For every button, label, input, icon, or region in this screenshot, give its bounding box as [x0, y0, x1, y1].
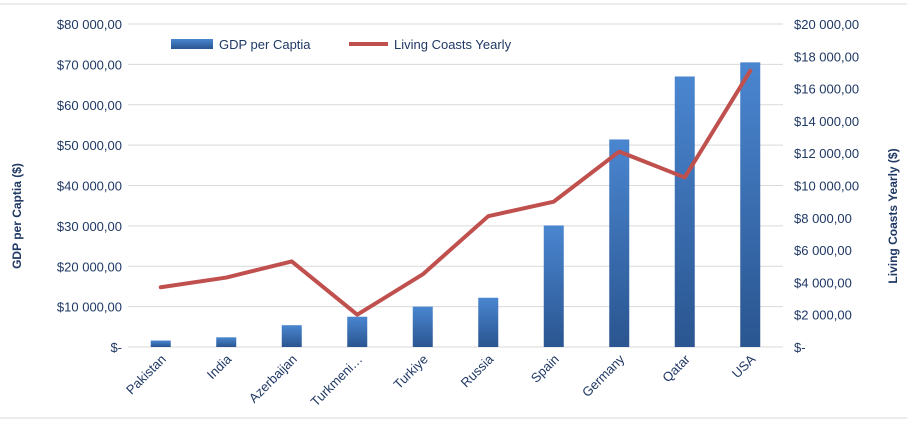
- left-tick-label: $60 000,00: [57, 98, 122, 113]
- bar: [478, 297, 499, 347]
- right-tick-label: $10 000,00: [794, 179, 859, 194]
- left-tick-label: $-: [110, 340, 122, 355]
- legend-swatch-bar: [171, 39, 213, 49]
- category-label: Turkmeni…: [308, 352, 366, 410]
- category-label: Pakistan: [123, 352, 169, 398]
- series-line: [158, 68, 753, 317]
- left-tick-label: $80 000,00: [57, 17, 122, 32]
- left-tick-label: $40 000,00: [57, 179, 122, 194]
- bar: [674, 76, 695, 348]
- bar: [412, 306, 433, 347]
- left-axis-ticks: $- $10 000,00 $20 000,00 $30 000,00 $40 000,…: [57, 17, 122, 355]
- right-tick-label: $4 000,00: [794, 275, 852, 290]
- legend-label-line: Living Coasts Yearly: [394, 37, 512, 52]
- line-series: [158, 68, 753, 317]
- right-axis-title: Living Coasts Yearly ($): [886, 148, 900, 283]
- left-tick-label: $20 000,00: [57, 259, 122, 274]
- bar: [543, 225, 564, 347]
- right-tick-label: $2 000,00: [794, 308, 852, 323]
- left-axis-title: GDP per Captia ($): [10, 163, 24, 269]
- bar: [216, 337, 237, 347]
- gridlines: [128, 23, 783, 348]
- left-tick-label: $10 000,00: [57, 300, 122, 315]
- bar: [150, 340, 171, 347]
- right-tick-label: $-: [794, 340, 806, 355]
- bar: [609, 139, 630, 347]
- right-tick-label: $18 000,00: [794, 49, 859, 64]
- category-label: Azerbaijan: [246, 352, 300, 406]
- category-label: Spain: [528, 352, 562, 386]
- category-label: Germany: [579, 351, 628, 400]
- bar: [347, 316, 368, 347]
- category-label: USA: [729, 351, 759, 381]
- right-tick-label: $16 000,00: [794, 82, 859, 97]
- category-label: Russia: [458, 351, 497, 390]
- right-tick-label: $6 000,00: [794, 243, 852, 258]
- chart-frame: [0, 3, 907, 419]
- category-labels: Pakistan India Azerbaijan Turkmeni… Turkiye R…: [123, 351, 759, 409]
- category-label: Turkiye: [390, 352, 430, 392]
- right-tick-label: $20 000,00: [794, 17, 859, 32]
- bar: [281, 325, 302, 347]
- category-label: India: [204, 351, 235, 382]
- left-tick-label: $30 000,00: [57, 219, 122, 234]
- legend: GDP per Captia Living Coasts Yearly: [171, 37, 512, 52]
- right-axis-ticks: $- $2 000,00 $4 000,00 $6 000,00 $8 000,00 $1…: [794, 17, 859, 355]
- legend-label-bar: GDP per Captia: [219, 37, 311, 52]
- category-label: Qatar: [659, 351, 693, 385]
- left-tick-label: $70 000,00: [57, 57, 122, 72]
- left-tick-label: $50 000,00: [57, 138, 122, 153]
- bar: [740, 62, 761, 347]
- bar-series: [150, 62, 761, 348]
- right-tick-label: $8 000,00: [794, 211, 852, 226]
- right-tick-label: $12 000,00: [794, 146, 859, 161]
- right-tick-label: $14 000,00: [794, 114, 859, 129]
